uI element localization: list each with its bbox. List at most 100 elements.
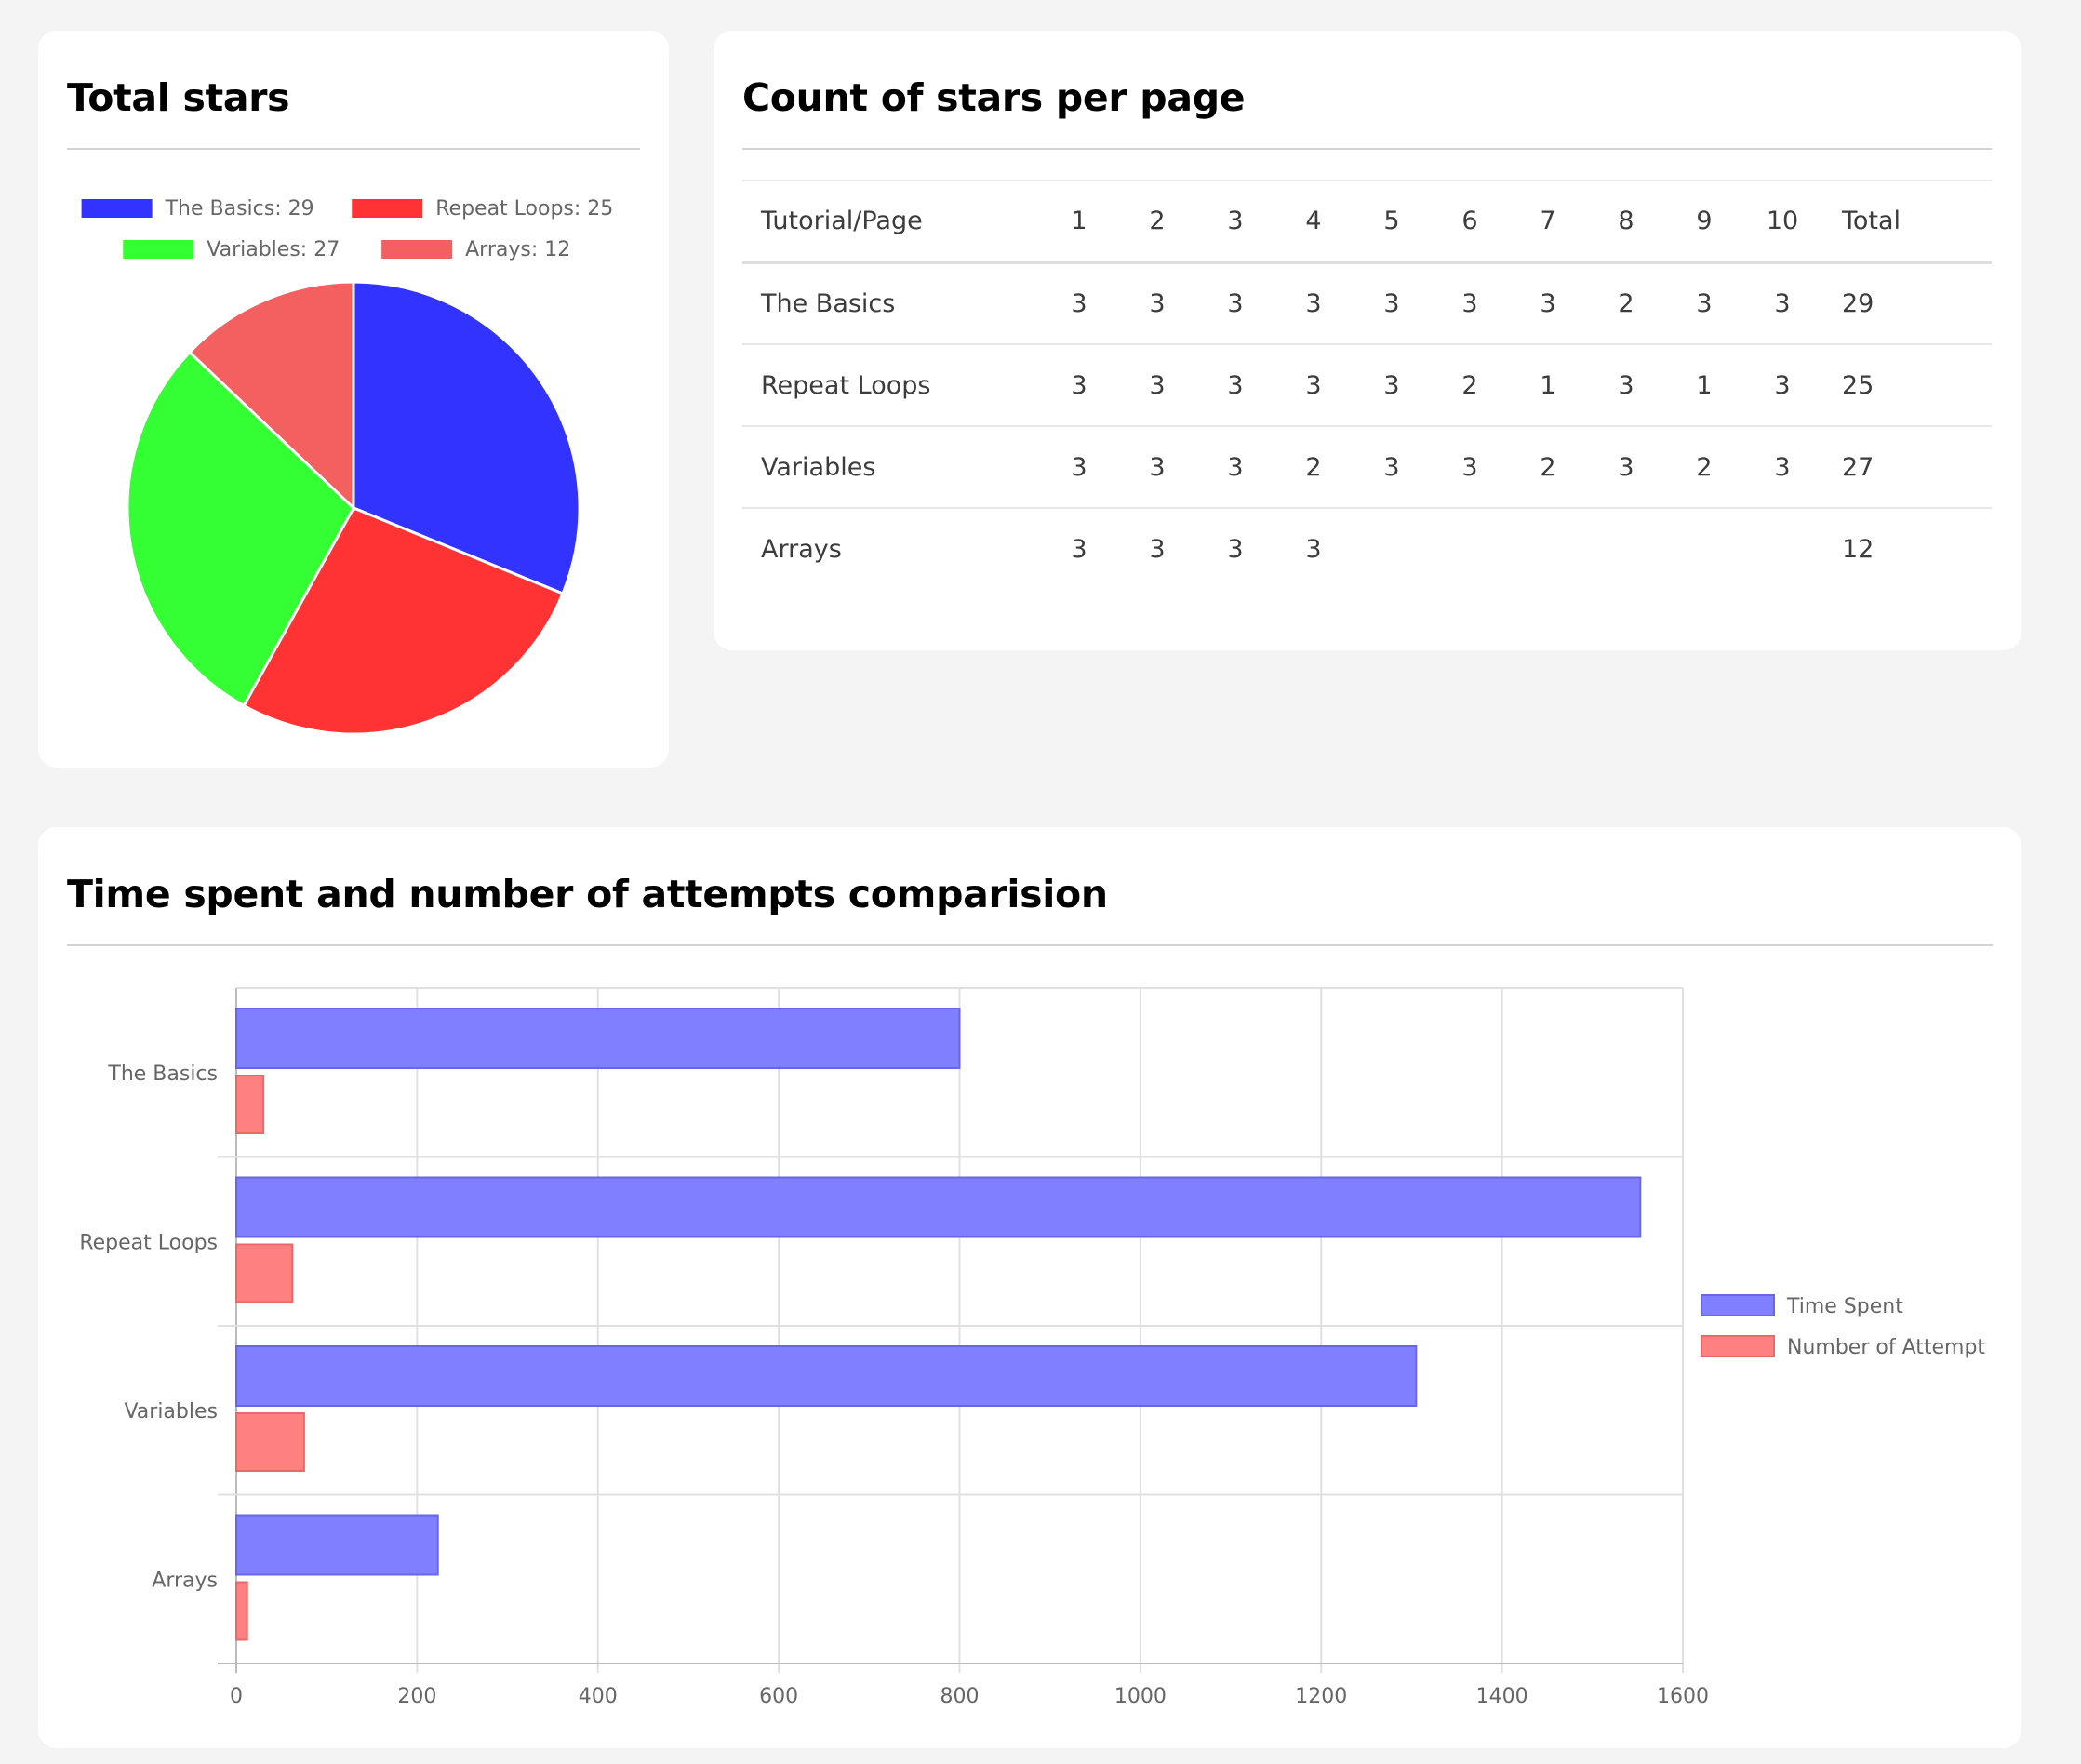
star-count-cell: 3 bbox=[1696, 288, 1713, 318]
star-count-cell: 3 bbox=[1774, 288, 1791, 318]
column-header: 10 bbox=[1766, 207, 1799, 236]
y-category-label: The Basics bbox=[107, 1062, 218, 1086]
star-count-cell: 3 bbox=[1461, 288, 1478, 318]
star-count-cell: 2 bbox=[1461, 370, 1478, 400]
x-tick-label: 1600 bbox=[1657, 1685, 1709, 1708]
legend-label: The Basics: 29 bbox=[165, 197, 314, 220]
column-header: 4 bbox=[1305, 207, 1322, 236]
star-count-cell: 3 bbox=[1305, 535, 1322, 564]
x-tick-label: 800 bbox=[940, 1685, 980, 1708]
star-count-cell: 3 bbox=[1461, 452, 1478, 482]
star-count-cell: 3 bbox=[1618, 452, 1634, 482]
pie-legend-item[interactable]: The Basics: 29 bbox=[81, 197, 314, 220]
legend-label: Variables: 27 bbox=[207, 238, 340, 261]
column-header: 5 bbox=[1383, 207, 1400, 236]
star-count-cell: 3 bbox=[1227, 535, 1244, 564]
star-count-cell: 3 bbox=[1305, 370, 1322, 400]
total-stars-card: Total stars The Basics: 29 Repeat Loops: … bbox=[38, 31, 669, 768]
tutorial-name-cell: The Basics bbox=[761, 288, 896, 318]
star-count-cell bbox=[1509, 508, 1587, 590]
attempt-bar[interactable] bbox=[235, 1412, 305, 1472]
column-header: 6 bbox=[1461, 207, 1478, 236]
y-category-label: Repeat Loops bbox=[79, 1231, 218, 1254]
table-header-row: Tutorial/Page 1 2 3 4 5 6 7 8 9 10 Total bbox=[742, 180, 1992, 262]
star-count-cell: 3 bbox=[1149, 370, 1166, 400]
star-count-cell: 3 bbox=[1618, 370, 1634, 400]
star-count-cell: 1 bbox=[1696, 370, 1713, 400]
table-row: Repeat Loops 3 3 3 3 3 2 1 3 1 3 25 bbox=[742, 344, 1992, 426]
column-header: 3 bbox=[1227, 207, 1244, 236]
time-spent-bar[interactable] bbox=[235, 1176, 1642, 1238]
star-count-cell: 3 bbox=[1071, 535, 1087, 564]
star-count-cell: 2 bbox=[1618, 288, 1634, 318]
pie-slice[interactable] bbox=[126, 350, 355, 708]
star-count-cell: 3 bbox=[1071, 452, 1087, 482]
star-count-cell: 3 bbox=[1071, 288, 1087, 318]
stars-table: Tutorial/Page 1 2 3 4 5 6 7 8 9 10 Total… bbox=[742, 180, 1992, 590]
star-count-cell: 3 bbox=[1774, 452, 1791, 482]
x-tick-label: 1200 bbox=[1295, 1685, 1347, 1708]
time-attempts-card: Time spent and number of attempts compar… bbox=[38, 827, 2021, 1748]
title-divider bbox=[67, 148, 640, 150]
column-header: 8 bbox=[1618, 207, 1634, 236]
pie-chart: The Basics: 29 Repeat Loops: 25 Variables:… bbox=[81, 197, 613, 736]
total-cell: 25 bbox=[1842, 370, 1874, 400]
star-count-cell: 3 bbox=[1071, 370, 1087, 400]
star-count-cell: 3 bbox=[1227, 452, 1244, 482]
star-count-cell: 3 bbox=[1383, 452, 1400, 482]
total-cell: 29 bbox=[1842, 288, 1874, 318]
star-count-cell bbox=[1431, 508, 1509, 590]
star-count-cell: 3 bbox=[1149, 452, 1166, 482]
legend-label: Repeat Loops: 25 bbox=[435, 197, 613, 220]
legend-label: Number of Attempt bbox=[1787, 1336, 1985, 1359]
time-spent-bar[interactable] bbox=[235, 1514, 439, 1576]
column-header: 7 bbox=[1540, 207, 1556, 236]
x-tick-label: 1400 bbox=[1476, 1685, 1528, 1708]
pie-legend-item[interactable]: Variables: 27 bbox=[123, 238, 340, 261]
table-row: The Basics 3 3 3 3 3 3 3 2 3 3 29 bbox=[742, 262, 1992, 344]
time-spent-bar[interactable] bbox=[235, 1008, 961, 1069]
title-divider bbox=[67, 944, 1993, 946]
column-header: Tutorial/Page bbox=[761, 207, 923, 236]
bar-chart: 0 200 400 600 800 1000 1200 1400 1600 The Basics R… bbox=[79, 987, 1985, 1708]
attempt-bar[interactable] bbox=[235, 1075, 265, 1134]
star-count-cell: 3 bbox=[1227, 370, 1244, 400]
x-tick-label: 0 bbox=[230, 1685, 243, 1708]
star-count-cell: 1 bbox=[1540, 370, 1556, 400]
time-spent-bar[interactable] bbox=[235, 1345, 1418, 1407]
star-count-cell: 3 bbox=[1305, 288, 1322, 318]
bar-legend-item[interactable]: Number of Attempt bbox=[1701, 1335, 1985, 1359]
legend-swatch bbox=[1701, 1294, 1775, 1316]
x-tick-label: 200 bbox=[397, 1685, 436, 1708]
star-count-cell: 2 bbox=[1696, 452, 1713, 482]
legend-swatch bbox=[81, 199, 153, 218]
star-count-cell bbox=[1743, 508, 1821, 590]
legend-swatch bbox=[123, 240, 194, 259]
legend-swatch bbox=[352, 199, 423, 218]
x-tick-label: 1000 bbox=[1114, 1685, 1167, 1708]
attempt-bar[interactable] bbox=[235, 1243, 294, 1303]
star-count-cell: 3 bbox=[1774, 370, 1791, 400]
stars-per-page-card: Count of stars per page Tutorial/Page 1 … bbox=[714, 31, 2021, 650]
pie-slice[interactable] bbox=[187, 280, 355, 512]
star-count-cell bbox=[1353, 508, 1431, 590]
pie-slice[interactable] bbox=[352, 280, 581, 595]
star-count-cell: 2 bbox=[1305, 452, 1322, 482]
star-count-cell: 3 bbox=[1383, 370, 1400, 400]
legend-swatch bbox=[1701, 1335, 1775, 1357]
column-header: 2 bbox=[1149, 207, 1166, 236]
attempt-bar[interactable] bbox=[235, 1581, 248, 1641]
star-count-cell bbox=[1665, 508, 1743, 590]
total-cell: 12 bbox=[1842, 535, 1874, 564]
pie-legend-item[interactable]: Arrays: 12 bbox=[381, 238, 570, 261]
column-header: 1 bbox=[1071, 207, 1087, 236]
bar-legend-item[interactable]: Time Spent bbox=[1701, 1294, 1903, 1318]
pie-legend-item[interactable]: Repeat Loops: 25 bbox=[352, 197, 613, 220]
star-count-cell: 3 bbox=[1149, 288, 1166, 318]
column-header: Total bbox=[1842, 207, 1901, 236]
legend-label: Arrays: 12 bbox=[465, 238, 570, 261]
title-divider bbox=[742, 148, 1992, 150]
table-row: Variables 3 3 3 2 3 3 2 3 2 3 27 bbox=[742, 426, 1992, 508]
y-category-label: Variables bbox=[124, 1400, 218, 1423]
tutorial-name-cell: Variables bbox=[761, 452, 876, 482]
